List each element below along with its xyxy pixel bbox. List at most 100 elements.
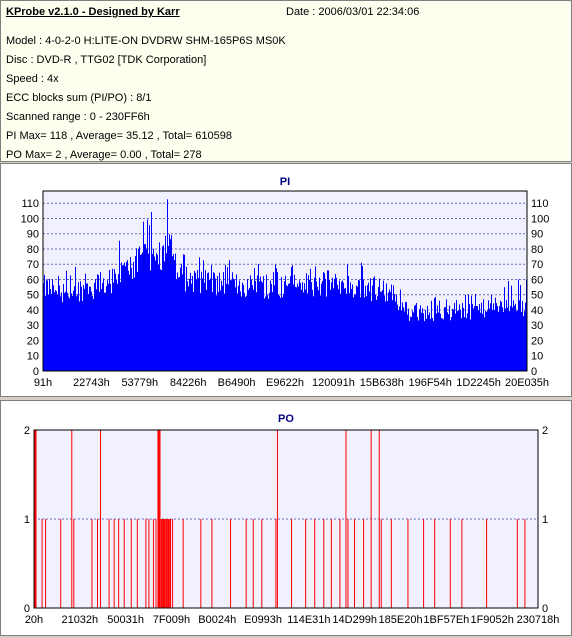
pi-bar bbox=[469, 304, 470, 371]
pi-bar bbox=[409, 320, 410, 371]
pi-bar bbox=[379, 278, 380, 371]
pi-bar bbox=[340, 293, 341, 371]
pi-bar bbox=[256, 292, 257, 371]
pi-bar bbox=[468, 294, 469, 371]
x-tick-label: E0993h bbox=[244, 614, 282, 626]
pi-bar bbox=[86, 283, 87, 371]
pi-bar bbox=[487, 310, 488, 371]
y-tick-label-left: 20 bbox=[27, 335, 39, 347]
pi-bar bbox=[44, 274, 45, 371]
y-tick-label-left: 0 bbox=[33, 366, 39, 378]
pi-bar bbox=[318, 290, 319, 371]
pi-bar bbox=[175, 253, 176, 371]
info-po-stats: PO Max= 2 , Average= 0.00 , Total= 278 bbox=[6, 149, 202, 161]
pi-bar bbox=[514, 305, 515, 371]
pi-bar bbox=[402, 302, 403, 371]
pi-bar bbox=[67, 292, 68, 371]
pi-bar bbox=[188, 286, 189, 371]
pi-bar bbox=[258, 264, 259, 371]
pi-bar bbox=[87, 283, 88, 371]
po-bar bbox=[200, 519, 202, 608]
pi-bar bbox=[429, 312, 430, 371]
pi-bar bbox=[430, 319, 431, 371]
pi-bar bbox=[248, 289, 249, 371]
y-tick-label-right: 30 bbox=[531, 320, 543, 332]
pi-bar bbox=[151, 211, 152, 371]
pi-bar bbox=[504, 287, 505, 371]
pi-bar bbox=[386, 283, 387, 371]
y-tick-label-right: 70 bbox=[531, 259, 543, 271]
po-bar bbox=[524, 519, 526, 608]
pi-bar bbox=[137, 271, 138, 371]
pi-bar bbox=[328, 270, 329, 371]
pi-bar bbox=[448, 314, 449, 371]
pi-bar bbox=[140, 254, 141, 371]
pi-bar bbox=[483, 299, 484, 371]
pi-bar bbox=[401, 310, 402, 371]
pi-bar bbox=[446, 299, 447, 371]
pi-bar bbox=[320, 295, 321, 371]
pi-bar bbox=[82, 301, 83, 371]
pi-bar bbox=[54, 292, 55, 371]
y-tick-label-right: 90 bbox=[531, 229, 543, 241]
pi-bar bbox=[177, 272, 178, 371]
pi-bar bbox=[235, 287, 236, 371]
pi-bar bbox=[168, 246, 169, 371]
pi-bar bbox=[64, 293, 65, 371]
pi-bar bbox=[435, 296, 436, 371]
pi-bar bbox=[60, 296, 61, 371]
pi-bar bbox=[322, 280, 323, 371]
y-tick-label-left: 90 bbox=[27, 229, 39, 241]
pi-bar bbox=[327, 270, 328, 371]
pi-bar bbox=[338, 289, 339, 371]
pi-bar bbox=[380, 291, 381, 371]
pi-bar bbox=[523, 316, 524, 371]
pi-bar bbox=[79, 301, 80, 371]
po-bar bbox=[230, 519, 232, 608]
pi-bar bbox=[420, 305, 421, 371]
pi-bar bbox=[390, 291, 391, 371]
pi-bar bbox=[193, 291, 194, 371]
info-range: Scanned range : 0 - 230FF6h bbox=[6, 111, 150, 123]
pi-bar bbox=[148, 253, 149, 371]
pi-bar bbox=[284, 281, 285, 371]
pi-bar bbox=[102, 283, 103, 371]
pi-bar bbox=[443, 319, 444, 371]
pi-bar bbox=[431, 300, 432, 371]
x-tick-label: 185E20h bbox=[379, 614, 423, 626]
pi-bar bbox=[271, 284, 272, 371]
pi-bar bbox=[92, 296, 93, 371]
pi-bar bbox=[122, 265, 123, 371]
pi-bar bbox=[442, 318, 443, 371]
pi-bar bbox=[213, 272, 214, 371]
pi-bar bbox=[88, 294, 89, 371]
pi-bar bbox=[261, 281, 262, 371]
pi-bar bbox=[85, 273, 86, 371]
pi-bar bbox=[197, 269, 198, 371]
x-tick-label: 230718h bbox=[517, 614, 560, 626]
pi-bar bbox=[304, 283, 305, 371]
pi-bar bbox=[436, 313, 437, 371]
y-tick-label-right: 40 bbox=[531, 305, 543, 317]
pi-bar bbox=[282, 297, 283, 371]
y-tick-label-left: 50 bbox=[27, 290, 39, 302]
pi-bar bbox=[520, 285, 521, 371]
pi-bar bbox=[131, 267, 132, 371]
pi-bar bbox=[104, 292, 105, 371]
pi-bar bbox=[173, 254, 174, 371]
po-bar bbox=[354, 519, 356, 608]
pi-bar bbox=[355, 294, 356, 371]
pi-bar bbox=[263, 276, 264, 371]
pi-bar bbox=[309, 279, 310, 371]
y-tick-label-right: 60 bbox=[531, 274, 543, 286]
po-bar bbox=[73, 519, 75, 608]
pi-bar bbox=[219, 272, 220, 371]
pi-bar bbox=[139, 246, 140, 371]
pi-bar bbox=[417, 317, 418, 371]
po-bar bbox=[314, 519, 316, 608]
pi-bar bbox=[343, 282, 344, 371]
pi-bar bbox=[515, 303, 516, 371]
x-tick-label: 20E035h bbox=[505, 377, 549, 389]
pi-bar bbox=[298, 286, 299, 371]
pi-bar bbox=[51, 294, 52, 371]
